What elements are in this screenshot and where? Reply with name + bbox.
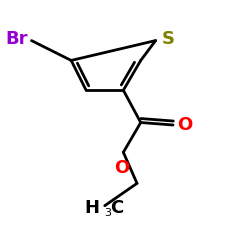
Text: C: C <box>110 199 124 217</box>
Text: H: H <box>85 199 100 217</box>
Text: O: O <box>114 158 130 176</box>
Text: O: O <box>178 116 193 134</box>
Text: Br: Br <box>5 30 28 48</box>
Text: S: S <box>162 30 175 48</box>
Text: 3: 3 <box>104 208 111 218</box>
